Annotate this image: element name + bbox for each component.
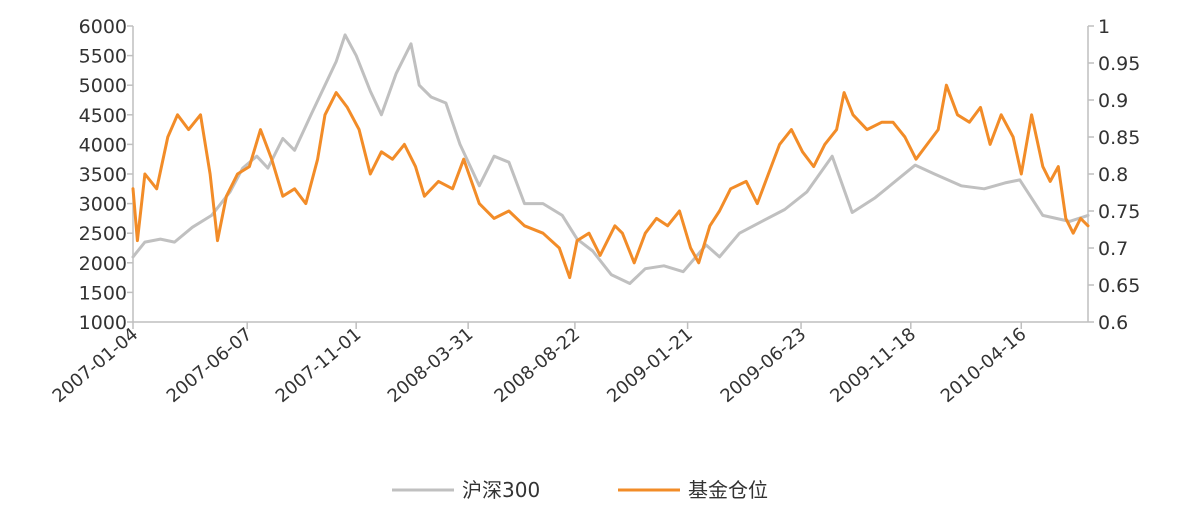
legend: 沪深300 基金仓位 (392, 478, 768, 502)
x-tick-label: 2008-03-31 (384, 324, 478, 407)
legend-label-hs300: 沪深300 (462, 478, 540, 502)
y-left-tick-label: 1500 (79, 282, 127, 304)
y-right-tick-label: 0.8 (1098, 164, 1128, 186)
series-line-fund-position (131, 83, 1090, 280)
x-tick-label: 2007-01-04 (49, 324, 143, 407)
y-right-tick-label: 0.7 (1098, 238, 1128, 260)
y-left-tick-label: 1000 (79, 312, 127, 334)
y-right-tick-label: 0.75 (1098, 201, 1140, 223)
x-tick-label: 2009-06-23 (717, 324, 811, 407)
y-left-tick-label: 6000 (79, 16, 127, 38)
y-right-tick-label: 1 (1098, 16, 1110, 38)
axes-layer: 1000 1500 2000 2500 3000 3500 4000 4500 5000 5500… (49, 16, 1141, 407)
y-right-tick-label: 0.95 (1098, 53, 1140, 75)
y-right-tick-label: 0.6 (1098, 312, 1128, 334)
x-tick-label: 2007-06-07 (163, 324, 257, 407)
y-left-tick-label: 5500 (79, 46, 127, 68)
series-layer (131, 33, 1090, 285)
y-left-tick-label: 3500 (79, 164, 127, 186)
x-tick-label: 2009-01-21 (603, 324, 697, 407)
y-left-tick-label: 4000 (79, 134, 127, 156)
y-left-tick-label: 2000 (79, 253, 127, 275)
y-right-tick-label: 0.9 (1098, 90, 1128, 112)
x-tick-label: 2010-04-16 (937, 324, 1031, 407)
legend-label-fund-position: 基金仓位 (688, 478, 768, 502)
y-left-tick-label: 3000 (79, 194, 127, 216)
x-tick-label: 2008-08-22 (490, 324, 584, 407)
y-right-tick-label: 0.85 (1098, 127, 1140, 149)
y-left-tick-label: 5000 (79, 75, 127, 97)
x-tick-label: 2007-11-01 (272, 324, 366, 407)
x-tick-label: 2009-11-18 (826, 324, 920, 407)
y-right-tick-label: 0.65 (1098, 275, 1140, 297)
y-left-tick-label: 2500 (79, 223, 127, 245)
y-left-tick-label: 4500 (79, 105, 127, 127)
series-line-hs300 (131, 33, 1090, 285)
